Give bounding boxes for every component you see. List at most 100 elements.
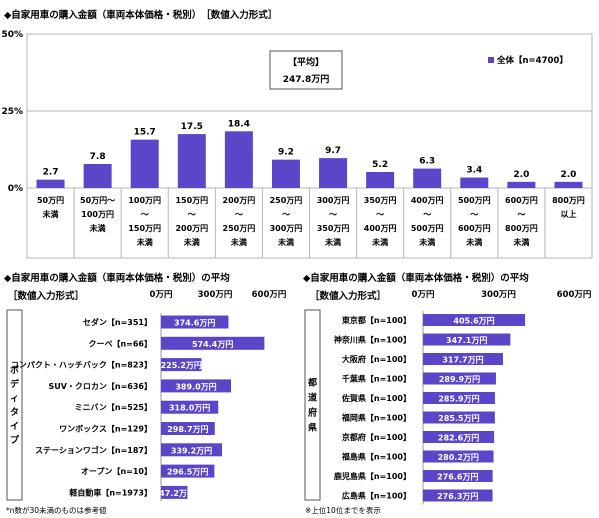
bar [423, 489, 493, 502]
x-tick-label: 0万円 [412, 290, 435, 300]
right-chart-title: ◆自家用車の購入金額（車両本体価格・税別）の平均 [303, 273, 529, 284]
bar [161, 358, 202, 372]
data-label: 7.8 [90, 152, 106, 162]
bar [161, 464, 215, 478]
data-label: 298.7万円 [167, 425, 208, 434]
x-tick-label: 50万円未満 [37, 196, 64, 219]
bar [423, 431, 495, 443]
bar [36, 179, 65, 188]
category-label: コンパクト・ハッチバック【n=823】 [11, 360, 152, 370]
right-footnote: ※上位10位までを表示 [305, 506, 381, 515]
data-label: 389.0万円 [175, 382, 216, 391]
group-label-char: デ [10, 378, 20, 390]
category-label: 佐賀県【n=100】 [341, 393, 411, 403]
category-label: オープン【n=10】 [81, 466, 152, 476]
right-chart-subtitle: ［数値入力形式］ [310, 291, 387, 302]
data-label: 289.9万円 [439, 375, 480, 384]
data-label: 285.5万円 [438, 414, 479, 423]
group-box [304, 309, 321, 501]
bar [366, 171, 395, 188]
data-label: 282.6万円 [438, 434, 479, 443]
group-label-char: 道 [308, 392, 317, 404]
bar [177, 134, 206, 188]
category-label: セダン【n=351】 [83, 317, 152, 327]
bar [161, 379, 232, 393]
x-tick-label: 0万円 [150, 290, 173, 300]
bar [423, 333, 511, 346]
y-tick-label: 0% [8, 184, 23, 194]
category-label: 広島県【n=100】 [342, 491, 411, 501]
x-tick-label: 600万円 [252, 290, 287, 300]
data-label: 225.2万円 [161, 361, 202, 370]
bar [423, 314, 526, 326]
x-tick-label: 400万円～ 500万円未満 [411, 196, 444, 247]
x-tick-label: 200万円～ 250万円未満 [223, 196, 256, 247]
group-label-char: プ [10, 434, 20, 446]
bar [460, 177, 489, 188]
data-label: 18.4 [228, 119, 250, 129]
data-label: 339.2万円 [171, 446, 212, 455]
category-label: 福島県【n=100】 [341, 452, 411, 462]
bar [423, 353, 503, 365]
category-label: SUV・クロカン【n=636】 [48, 381, 152, 391]
bar [224, 131, 253, 188]
category-label: 鹿児島県【n=100】 [334, 471, 411, 481]
data-label: 347.1万円 [446, 336, 487, 345]
bar [423, 450, 494, 463]
bar [423, 470, 493, 482]
category-label: ステーションワゴン【n=187】 [35, 445, 152, 455]
data-label: 318.0万円 [169, 404, 210, 413]
bar [423, 372, 496, 385]
x-tick-label: 300万円 [198, 290, 233, 300]
data-label: 2.7 [43, 168, 59, 178]
group-label-char: 都 [307, 377, 317, 389]
left-chart-title: ◆自家用車の購入金額（車両本体価格・税別）の平均 [4, 273, 230, 284]
bar [161, 400, 219, 414]
category-label: ワンボックス【n=129】 [59, 424, 152, 434]
x-tick-label: 800万円以上 [552, 196, 585, 219]
bar [161, 485, 188, 499]
data-label: 405.6万円 [453, 317, 494, 326]
group-box [6, 309, 23, 501]
data-label: 296.5万円 [167, 468, 208, 477]
average-box [269, 50, 343, 90]
x-tick-label: 600万円 [557, 290, 592, 300]
bar [423, 392, 495, 404]
category-label: 京都府【n=100】 [342, 432, 411, 442]
data-label: 9.7 [325, 146, 341, 156]
bar [161, 422, 215, 435]
top-bar-chart: 0% 25% 50% 2.7 7.8 15.7 17.5 18.4 9.2 9.7 5.2 6.3 3.… [1, 30, 593, 259]
legend-label: 全体【n=4700】 [496, 55, 568, 66]
category-label: 神奈川県【n=100】 [334, 335, 411, 345]
left-chart-subtitle: ［数値入力形式］ [8, 291, 85, 302]
x-tick-label: 600万円～ 800万円未満 [505, 196, 538, 247]
x-tick-label: 150万円～ 200万円未満 [175, 196, 208, 247]
x-tick-label: 100万円～ 150万円未満 [128, 196, 161, 247]
bar [413, 168, 442, 188]
bar [319, 158, 348, 188]
data-label: 15.7 [134, 128, 156, 138]
y-tick-label: 25% [1, 107, 23, 117]
y-tick-label: 50% [1, 30, 23, 40]
category-label: 千葉県【n=100】 [342, 374, 411, 384]
data-label: 17.5 [181, 122, 203, 132]
x-tick-label: 250万円～ 300万円未満 [270, 196, 303, 247]
data-label: 276.3万円 [437, 492, 478, 501]
category-label: 東京都【n=100】 [342, 315, 411, 325]
data-label: 276.6万円 [437, 473, 478, 482]
data-label: 374.6万円 [174, 319, 215, 328]
data-label: 6.3 [419, 157, 435, 167]
data-label: 2.0 [513, 170, 529, 180]
bar [161, 336, 265, 350]
x-tick-label: 350万円～ 400万円未満 [364, 196, 397, 247]
x-tick-label: 50万円～ 100万円未満 [80, 196, 115, 233]
data-label: 9.2 [278, 148, 294, 158]
group-label-char: 府 [308, 407, 317, 419]
data-label: 285.9万円 [438, 395, 479, 404]
group-label-char: タ [10, 406, 19, 418]
data-label: 2.0 [560, 170, 576, 180]
bar [83, 163, 112, 188]
category-label: 軽自動車【n=1973】 [69, 487, 152, 497]
